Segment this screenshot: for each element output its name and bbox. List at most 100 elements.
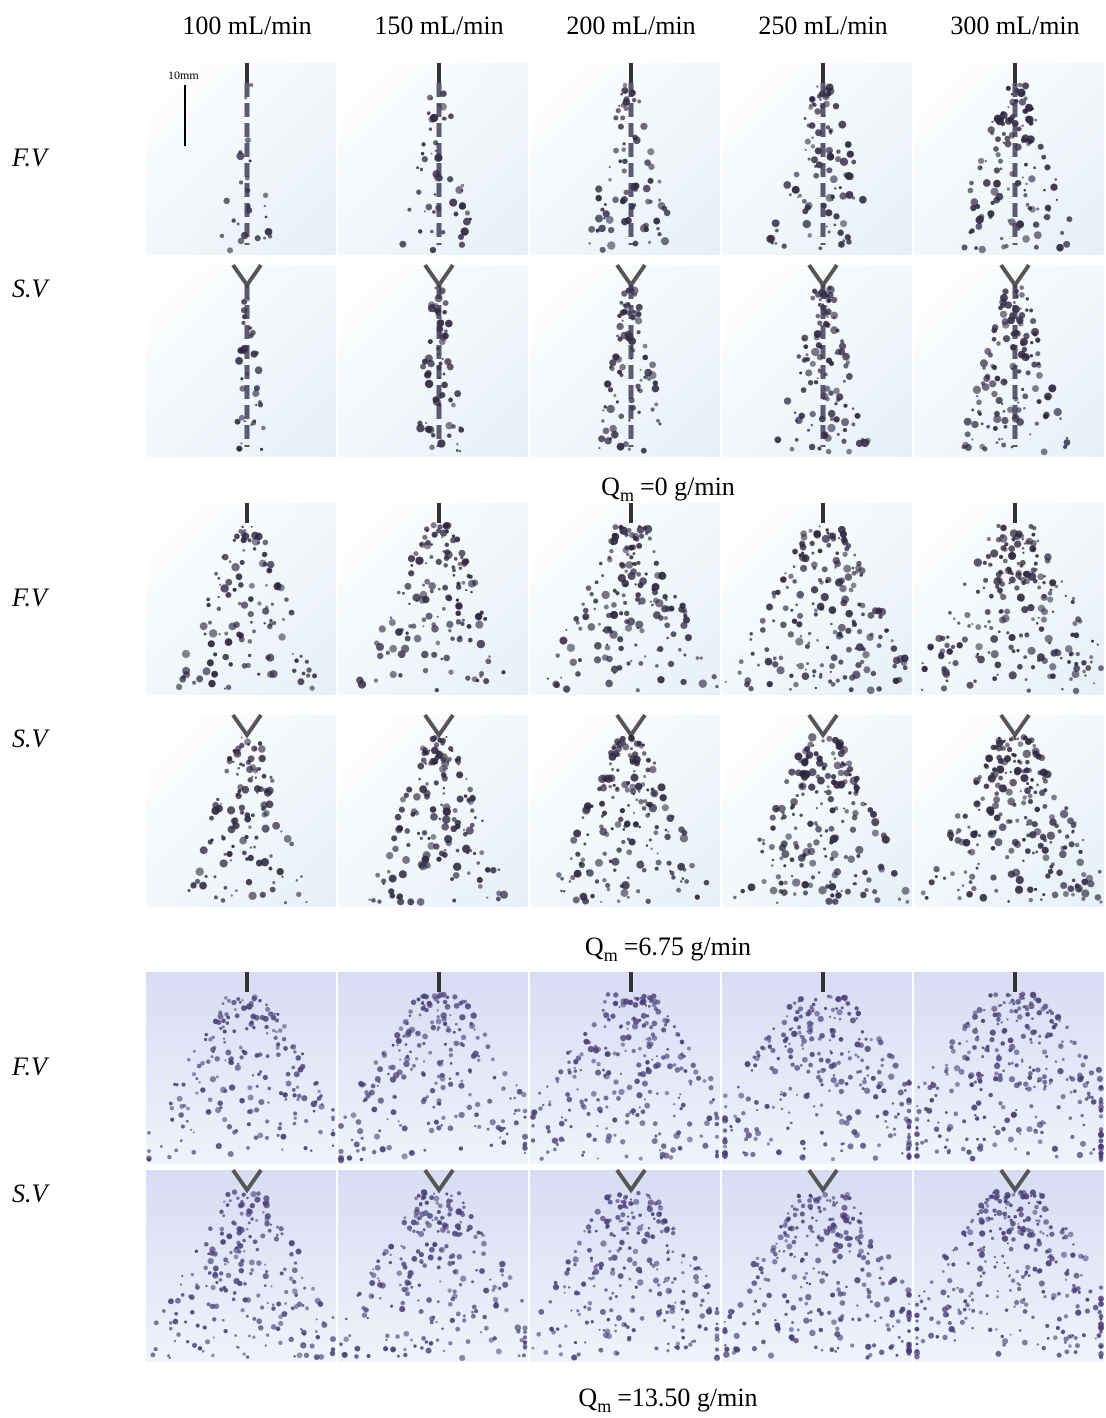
droplet xyxy=(454,536,460,542)
droplet xyxy=(829,129,832,132)
droplet xyxy=(332,1316,335,1319)
droplet xyxy=(402,1153,408,1159)
droplet xyxy=(989,831,993,835)
droplet xyxy=(208,621,212,625)
droplet xyxy=(723,1128,727,1132)
droplet xyxy=(955,1082,960,1087)
droplet xyxy=(684,1069,688,1073)
droplet xyxy=(1010,529,1018,537)
droplet xyxy=(583,1230,585,1232)
droplet xyxy=(859,1229,863,1233)
droplet xyxy=(749,638,752,641)
droplet xyxy=(437,1060,442,1065)
droplet xyxy=(256,1085,259,1088)
droplet xyxy=(430,230,434,234)
droplet xyxy=(917,1086,920,1089)
droplet xyxy=(865,1260,870,1265)
droplet xyxy=(666,1244,669,1247)
droplet xyxy=(273,1013,275,1015)
droplet xyxy=(815,1258,821,1264)
droplet xyxy=(693,1274,699,1280)
droplet xyxy=(841,439,846,444)
droplet xyxy=(959,839,966,846)
droplet xyxy=(258,1325,263,1330)
droplet xyxy=(238,582,244,588)
droplet xyxy=(453,808,458,813)
droplet xyxy=(396,896,399,899)
droplet xyxy=(633,187,638,192)
droplet xyxy=(263,237,266,240)
droplet xyxy=(632,98,637,103)
droplet xyxy=(452,1293,458,1299)
droplet xyxy=(835,1007,838,1010)
droplet xyxy=(855,846,863,854)
droplet xyxy=(673,1115,676,1118)
droplet xyxy=(874,1320,877,1323)
droplet xyxy=(1016,738,1019,741)
droplet xyxy=(217,577,220,580)
droplet xyxy=(246,1228,249,1231)
droplet xyxy=(640,123,647,130)
droplet xyxy=(867,1074,869,1076)
droplet xyxy=(816,755,822,761)
droplet xyxy=(199,882,207,890)
droplet xyxy=(723,1137,727,1141)
droplet xyxy=(1014,1147,1017,1150)
droplet xyxy=(851,1318,854,1321)
droplet xyxy=(630,568,636,574)
droplet xyxy=(828,1218,831,1221)
droplet xyxy=(595,580,599,584)
droplet xyxy=(647,1257,653,1263)
droplet xyxy=(248,825,251,828)
droplet xyxy=(183,1104,187,1108)
droplet xyxy=(781,1268,785,1272)
droplet xyxy=(227,1124,232,1129)
droplet xyxy=(948,662,950,664)
droplet xyxy=(995,1129,1001,1135)
droplet xyxy=(358,680,366,688)
droplet xyxy=(424,371,431,378)
droplet xyxy=(406,1055,409,1058)
droplet xyxy=(524,1152,526,1154)
droplet xyxy=(1086,1081,1089,1084)
droplet xyxy=(390,616,393,619)
droplet xyxy=(954,1339,956,1341)
droplet xyxy=(609,1308,613,1312)
droplet xyxy=(989,626,993,630)
droplet xyxy=(493,1297,498,1302)
droplet xyxy=(168,1298,174,1304)
droplet xyxy=(1081,660,1086,665)
droplet xyxy=(1014,585,1019,590)
droplet xyxy=(797,354,801,358)
droplet xyxy=(639,577,647,585)
droplet xyxy=(989,380,996,387)
droplet xyxy=(388,888,394,894)
droplet xyxy=(613,394,616,397)
droplet xyxy=(1012,869,1020,877)
droplet xyxy=(929,879,935,885)
droplet xyxy=(1021,388,1024,391)
droplet xyxy=(695,1280,699,1284)
droplet xyxy=(675,1067,681,1073)
droplet xyxy=(807,123,811,127)
droplet xyxy=(619,413,625,419)
droplet xyxy=(634,760,640,766)
droplet xyxy=(300,1342,306,1348)
droplet xyxy=(408,1009,412,1013)
droplet xyxy=(754,1100,759,1105)
droplet xyxy=(797,663,804,670)
droplet xyxy=(386,651,390,655)
droplet xyxy=(270,1285,272,1287)
droplet xyxy=(654,1346,658,1350)
droplet xyxy=(806,353,809,356)
droplet xyxy=(1047,597,1053,603)
droplet xyxy=(1009,1076,1015,1082)
droplet xyxy=(390,1076,396,1082)
droplet xyxy=(810,296,815,301)
droplet xyxy=(382,1052,384,1054)
droplet xyxy=(873,1155,878,1160)
droplet xyxy=(628,753,632,757)
droplet xyxy=(894,1115,898,1119)
droplet xyxy=(453,863,461,871)
droplet xyxy=(443,1217,445,1219)
